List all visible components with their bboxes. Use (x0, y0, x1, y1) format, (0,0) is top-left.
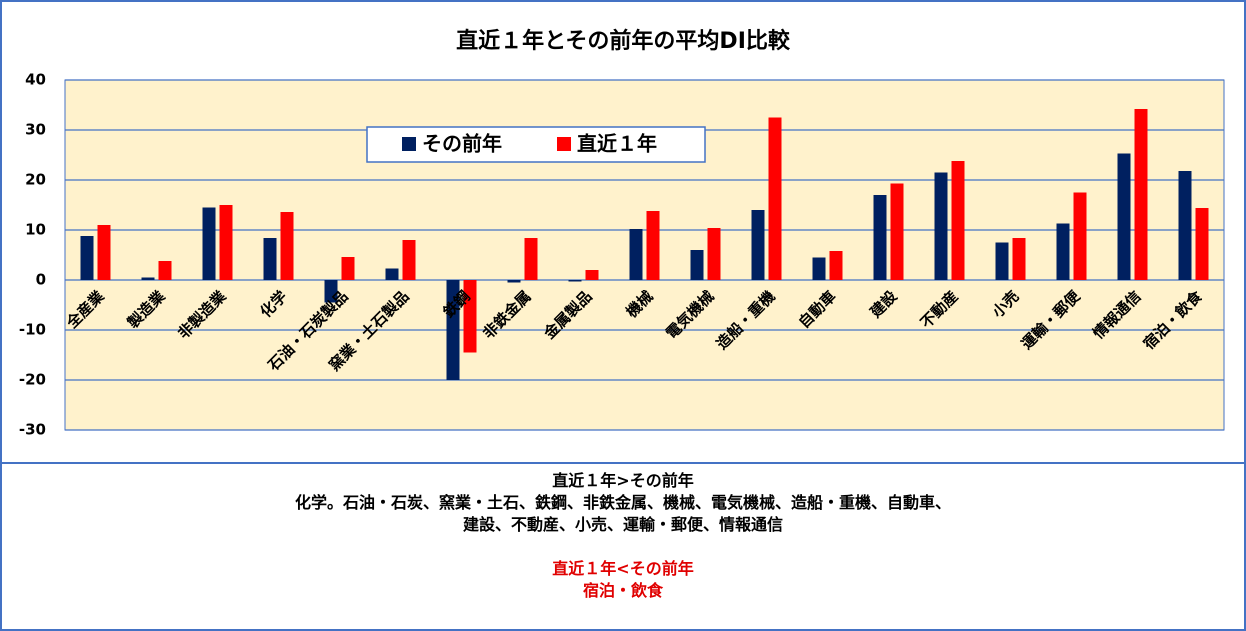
bar (646, 211, 660, 280)
bar (524, 238, 538, 280)
bar (1134, 109, 1148, 280)
bar (463, 280, 477, 353)
bar (707, 228, 721, 280)
bar (995, 242, 1009, 280)
y-tick-label: 10 (25, 221, 46, 239)
y-tick-label: 40 (25, 71, 46, 89)
bar (1195, 208, 1209, 280)
bar (568, 280, 582, 282)
bar (873, 195, 887, 280)
note-line: 建設、不動産、小売、運輸・郵便、情報通信 (462, 515, 783, 534)
bar (951, 161, 965, 280)
note-heading: 直近１年>その前年 (552, 471, 694, 490)
bar (1056, 223, 1070, 280)
bar (768, 117, 782, 280)
bar (829, 251, 843, 280)
bar (446, 280, 460, 380)
bar (1117, 153, 1131, 280)
note-line: 宿泊・飲食 (582, 581, 663, 600)
bar (80, 236, 94, 280)
bar (263, 238, 277, 280)
y-tick-label: -10 (19, 321, 46, 339)
bar (219, 205, 233, 280)
bar (341, 257, 355, 280)
bar (1012, 238, 1026, 280)
bar (141, 277, 155, 280)
legend-label: 直近１年 (577, 132, 657, 156)
bar (751, 210, 765, 280)
note-heading: 直近１年<その前年 (552, 559, 694, 578)
legend: その前年 直近１年 (366, 126, 706, 163)
bar (690, 250, 704, 280)
bar (934, 172, 948, 280)
y-tick-label: 20 (25, 171, 46, 189)
legend-label: その前年 (422, 132, 502, 156)
y-tick-label: -30 (19, 421, 46, 439)
bar (1178, 171, 1192, 280)
bar (324, 280, 338, 303)
y-tick-label: -20 (19, 371, 46, 389)
legend-swatch (402, 137, 416, 151)
y-tick-label: 0 (36, 271, 46, 289)
notes-panel: 直近１年>その前年 化学。石油・石炭、窯業・土石、鉄鋼、非鉄金属、機械、電気機械… (2, 462, 1244, 629)
bar (158, 261, 172, 280)
bar (402, 240, 416, 280)
legend-box (366, 126, 706, 163)
bar (890, 183, 904, 280)
bar (97, 225, 111, 280)
bar (507, 280, 521, 283)
bar (629, 229, 643, 280)
bar (812, 257, 826, 280)
y-tick-label: 30 (25, 121, 46, 139)
legend-swatch (557, 137, 571, 151)
bar (385, 268, 399, 280)
chart-title: 直近１年とその前年の平均DI比較 (456, 28, 791, 54)
bar (202, 207, 216, 280)
bar (585, 270, 599, 280)
bar (1073, 192, 1087, 280)
bar (280, 212, 294, 280)
note-line: 化学。石油・石炭、窯業・土石、鉄鋼、非鉄金属、機械、電気機械、造船・重機、自動車… (294, 493, 951, 512)
